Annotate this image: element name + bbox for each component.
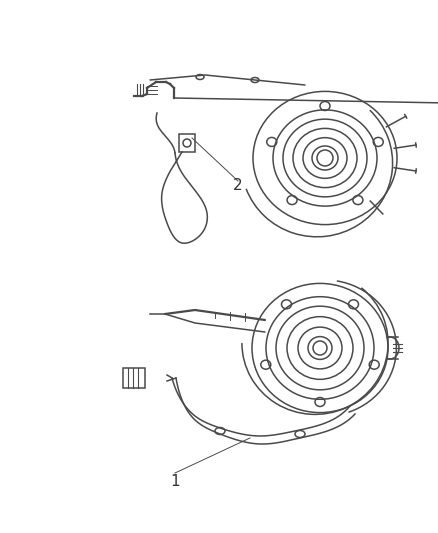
- Text: 2: 2: [233, 179, 243, 193]
- Bar: [179, 134, 195, 152]
- Bar: [123, 368, 145, 388]
- Text: 1: 1: [170, 473, 180, 489]
